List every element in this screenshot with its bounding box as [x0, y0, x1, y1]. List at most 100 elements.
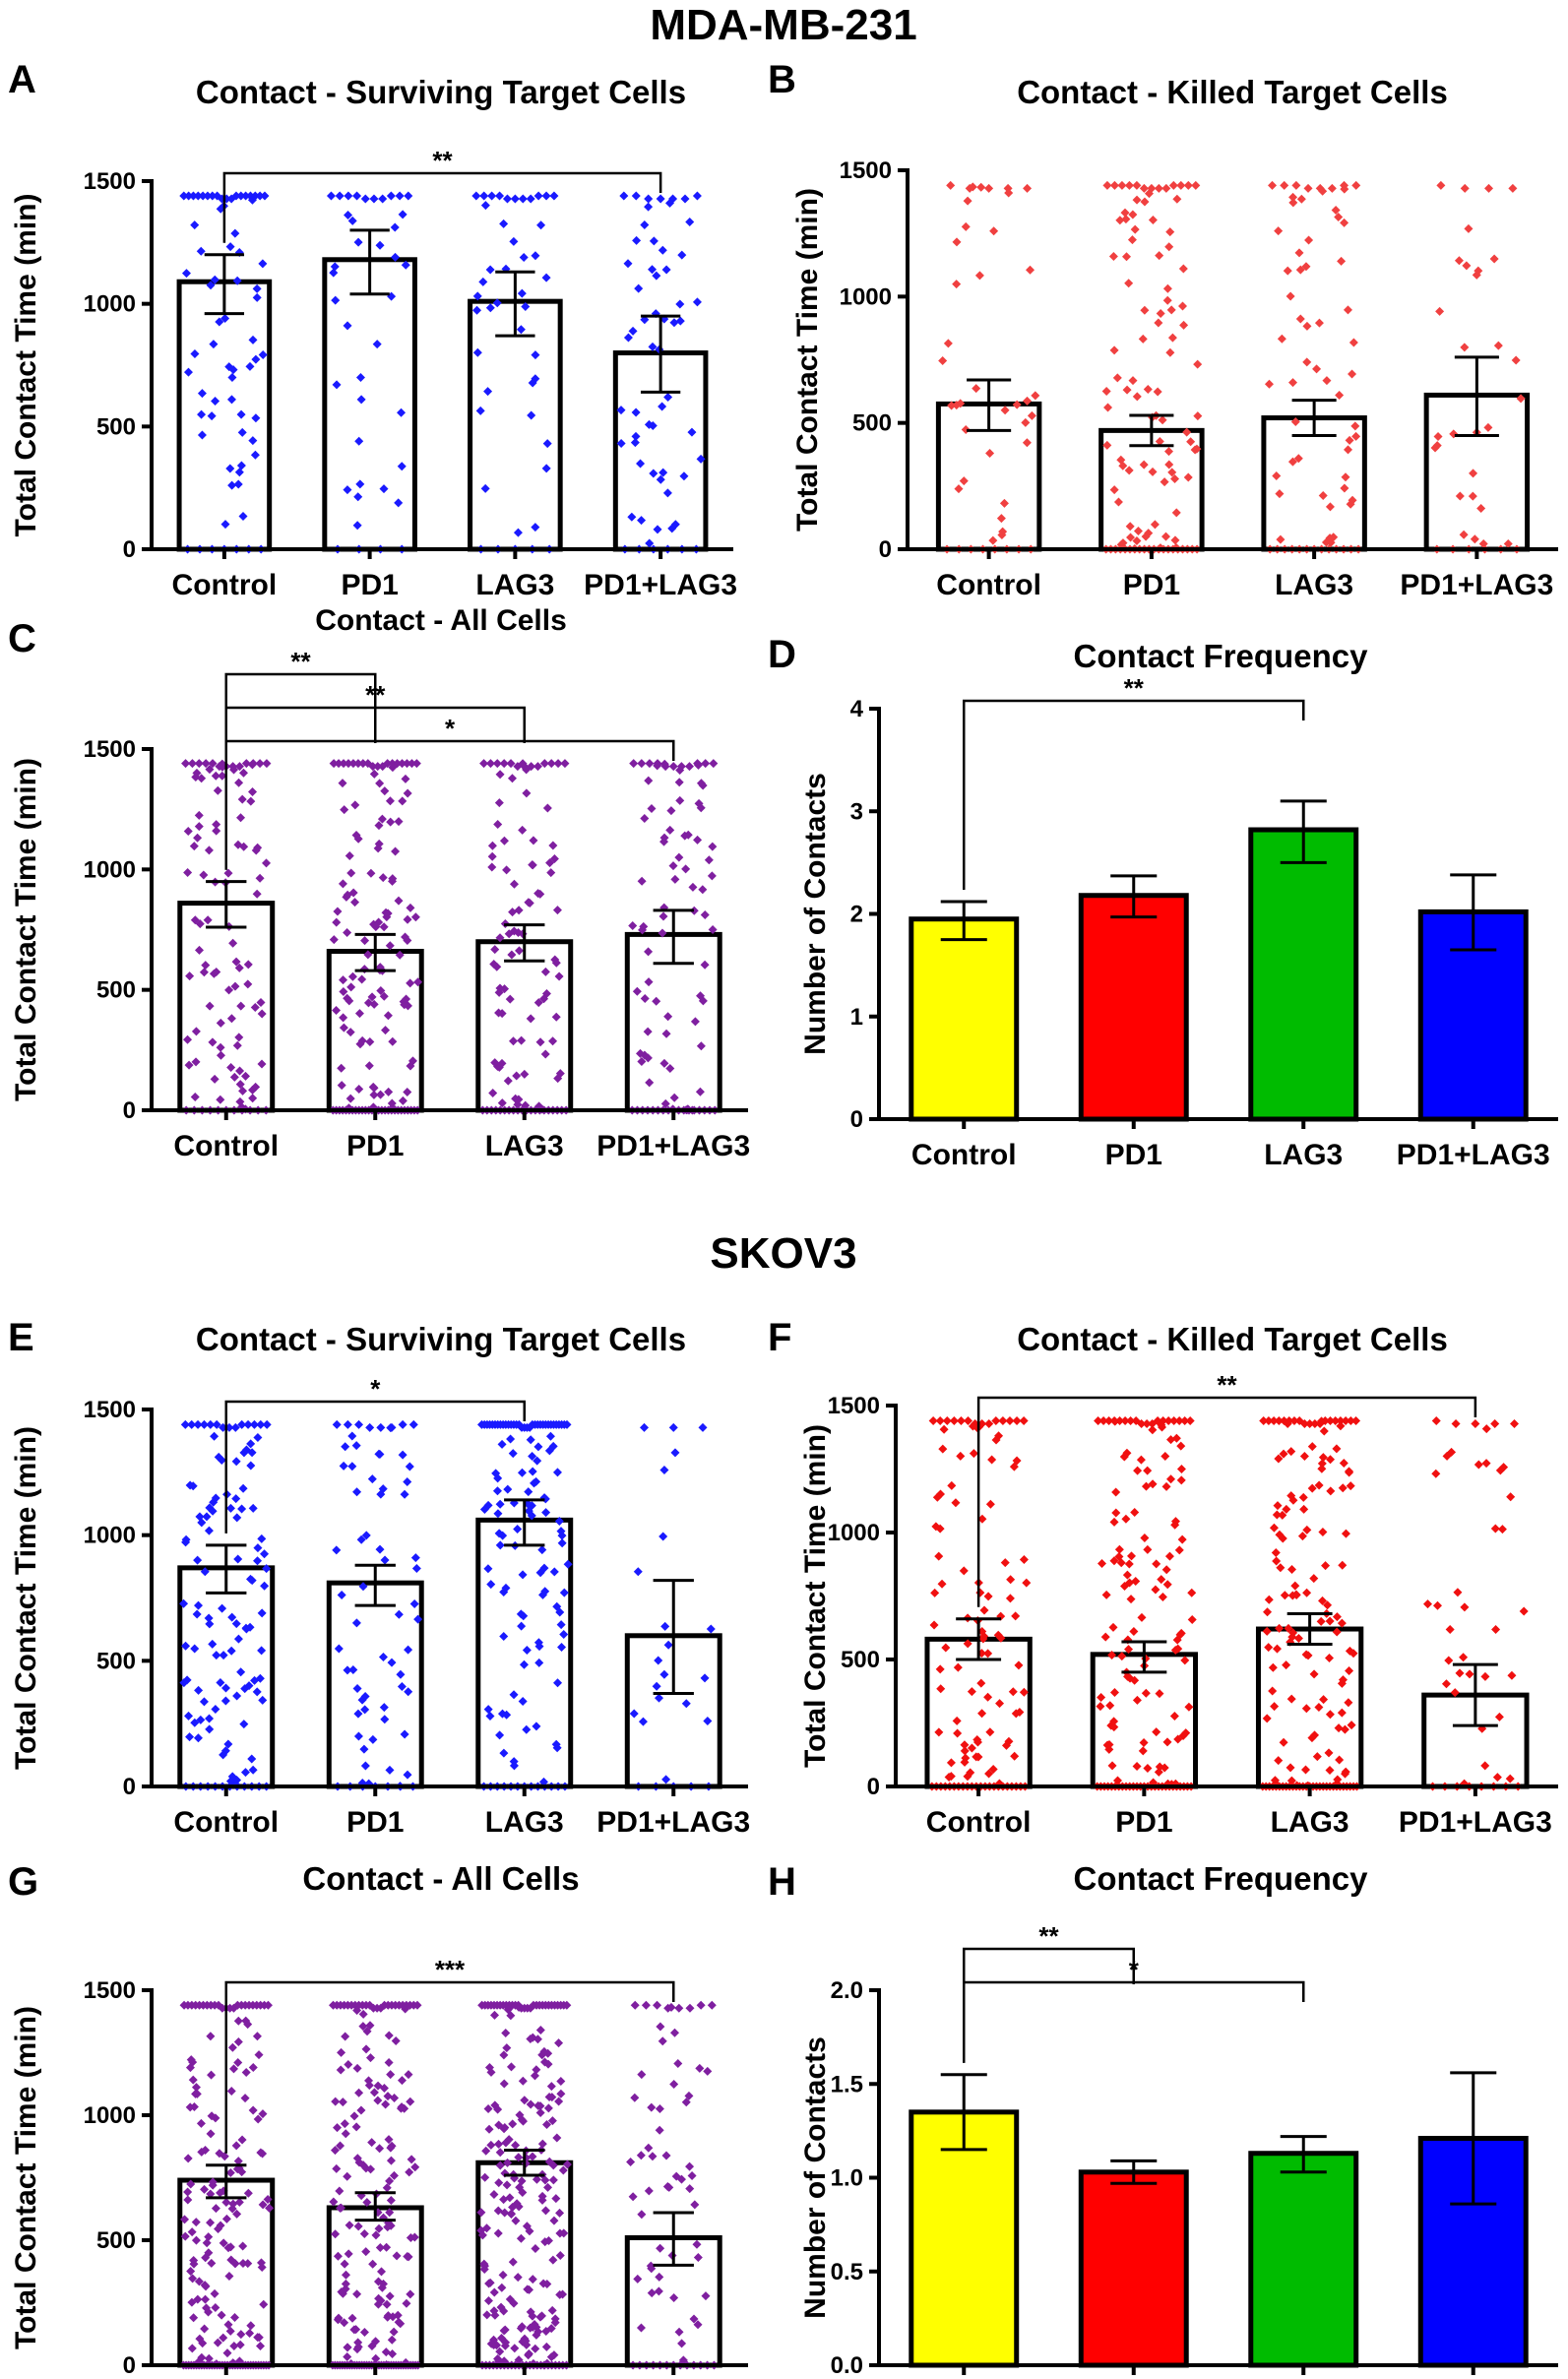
- data-point: [233, 2157, 243, 2166]
- data-point: [237, 794, 247, 804]
- data-point: [375, 1544, 385, 1554]
- data-point: [494, 798, 504, 808]
- data-point: [253, 2114, 263, 2124]
- data-point: [240, 1768, 250, 1778]
- data-point: [204, 845, 214, 855]
- data-point: [1096, 1702, 1105, 1712]
- y-tick-label: 0.0: [831, 2352, 863, 2379]
- data-point: [1172, 1635, 1182, 1645]
- data-point: [1169, 1415, 1179, 1425]
- data-point: [1117, 1652, 1127, 1661]
- data-point: [257, 1608, 267, 1618]
- data-point: [959, 1566, 969, 1576]
- data-point: [655, 2125, 664, 2135]
- data-point: [952, 401, 962, 410]
- data-point: [659, 911, 668, 921]
- data-point: [539, 759, 549, 769]
- panel-letter: E: [8, 1316, 34, 1359]
- data-point: [666, 806, 676, 816]
- data-point: [243, 2188, 253, 2198]
- data-point: [551, 1739, 561, 1749]
- data-point: [387, 1098, 397, 1108]
- data-point: [502, 2180, 512, 2190]
- data-point: [248, 335, 258, 344]
- data-point: [1150, 520, 1160, 530]
- data-point: [380, 786, 390, 796]
- data-point: [341, 1442, 350, 1452]
- data-point: [1107, 1651, 1117, 1660]
- data-point: [193, 1419, 203, 1429]
- data-point: [656, 2022, 665, 2032]
- data-point: [1325, 1710, 1335, 1720]
- data-point: [639, 921, 649, 931]
- data-point: [211, 2204, 220, 2214]
- data-point: [542, 2280, 552, 2289]
- data-point: [248, 2062, 258, 2072]
- data-point: [406, 978, 415, 988]
- data-point: [505, 994, 515, 1004]
- data-point: [404, 1645, 413, 1655]
- data-point: [374, 821, 384, 831]
- data-point: [1347, 1721, 1356, 1730]
- data-point: [640, 814, 650, 824]
- data-point: [669, 318, 679, 328]
- data-point: [935, 1415, 945, 1425]
- data-point: [638, 1717, 648, 1726]
- data-point: [516, 2233, 526, 2243]
- data-point: [1293, 1633, 1303, 1643]
- data-point: [666, 2002, 676, 2012]
- data-point: [959, 476, 969, 486]
- data-point: [1132, 535, 1142, 545]
- data-point: [485, 265, 495, 275]
- data-point: [1286, 1694, 1296, 1704]
- data-point: [557, 1538, 567, 1548]
- data-point: [659, 1466, 669, 1475]
- data-point: [490, 945, 500, 955]
- data-point: [507, 774, 517, 783]
- data-point: [190, 1093, 200, 1102]
- data-point: [1335, 390, 1345, 400]
- data-point: [526, 1014, 535, 1024]
- data-point: [675, 795, 685, 805]
- data-point: [961, 221, 971, 231]
- data-point: [197, 409, 207, 419]
- data-point: [218, 1603, 227, 1613]
- data-point: [555, 2250, 565, 2260]
- data-point: [206, 281, 216, 290]
- data-point: [252, 1687, 262, 1697]
- data-point: [201, 2294, 211, 2304]
- data-point: [1454, 256, 1464, 266]
- data-point: [556, 2077, 566, 2087]
- data-point: [1478, 539, 1488, 549]
- data-point: [661, 265, 671, 275]
- data-point: [216, 1095, 225, 1104]
- y-tick-label: 1.5: [831, 2071, 863, 2097]
- data-point: [260, 1549, 270, 1559]
- data-point: [197, 774, 207, 783]
- data-point: [627, 512, 637, 522]
- data-point: [520, 1069, 530, 1079]
- data-point: [517, 288, 527, 298]
- data-point: [487, 862, 497, 872]
- data-point: [1481, 1424, 1491, 1434]
- data-point: [385, 796, 395, 806]
- y-tick-label: 2.0: [831, 1977, 863, 2004]
- data-point: [476, 2208, 486, 2218]
- data-point: [653, 761, 662, 771]
- data-point: [187, 2227, 197, 2237]
- data-point: [952, 1716, 962, 1725]
- data-point: [343, 2171, 352, 2181]
- data-point: [1455, 1668, 1465, 1678]
- data-point: [195, 945, 205, 955]
- data-point: [516, 325, 526, 335]
- data-point: [1001, 1740, 1011, 1750]
- data-point: [1138, 1746, 1148, 1756]
- data-point: [1023, 396, 1033, 406]
- data-point: [343, 2352, 352, 2362]
- data-point: [1302, 1588, 1312, 1597]
- data-point: [1122, 1570, 1132, 1580]
- data-point: [204, 1613, 214, 1623]
- data-point: [1162, 1737, 1172, 1747]
- data-point: [700, 960, 710, 970]
